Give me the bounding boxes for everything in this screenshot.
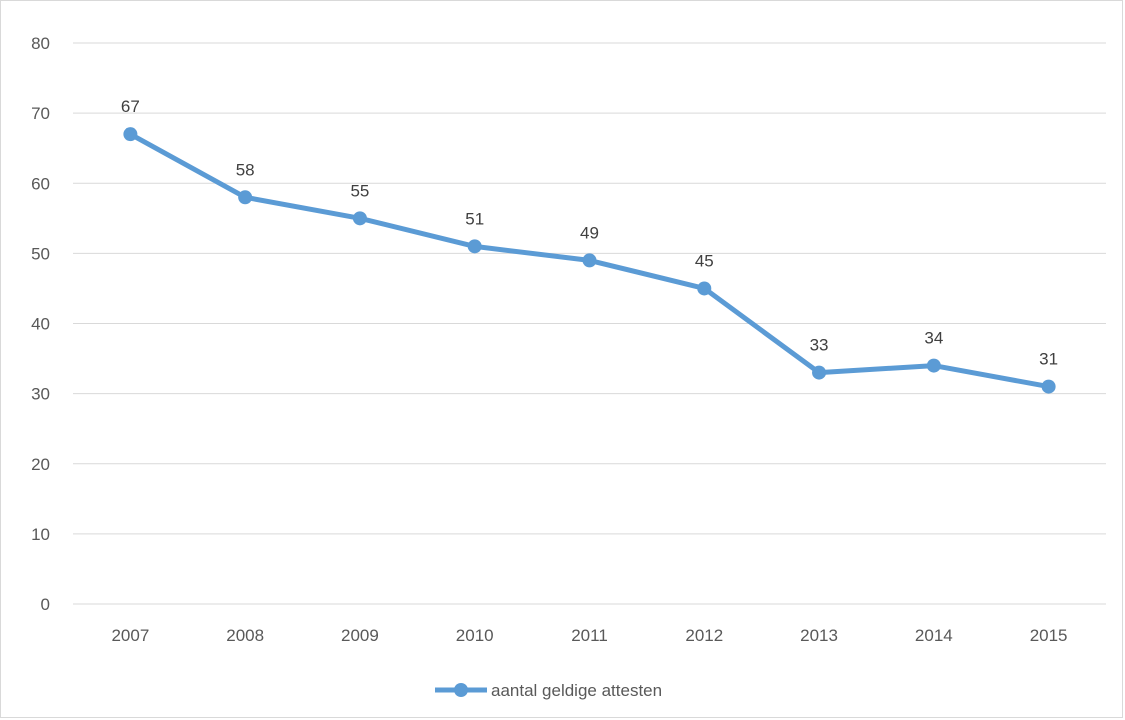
data-label: 51 — [465, 209, 484, 228]
gridlines — [73, 42, 1106, 605]
x-tick-label: 2015 — [1030, 626, 1068, 645]
y-axis-tick-labels: 0 10 20 30 40 50 60 70 80 — [31, 34, 50, 614]
y-tick-label: 20 — [31, 455, 50, 474]
y-tick-label: 0 — [41, 595, 50, 614]
x-tick-label: 2011 — [571, 626, 608, 645]
x-tick-label: 2010 — [456, 626, 494, 645]
data-label: 33 — [810, 336, 829, 355]
data-point — [582, 253, 597, 268]
legend-marker-swatch — [454, 683, 468, 697]
y-tick-label: 40 — [31, 315, 50, 334]
data-label: 45 — [695, 251, 714, 270]
data-point — [467, 239, 482, 254]
data-point — [238, 190, 253, 205]
x-tick-label: 2008 — [226, 626, 264, 645]
data-label: 49 — [580, 223, 599, 242]
data-point — [812, 365, 827, 380]
x-tick-label: 2013 — [800, 626, 838, 645]
data-point — [123, 127, 138, 142]
legend: aantal geldige attesten — [435, 681, 662, 700]
series-group — [123, 127, 1056, 394]
legend-label: aantal geldige attesten — [491, 681, 662, 700]
data-point — [352, 211, 367, 226]
x-axis-tick-labels: 2007 2008 2009 2010 2011 2012 2013 2014 2015 — [111, 626, 1067, 645]
y-tick-label: 50 — [31, 244, 50, 263]
data-point — [926, 358, 941, 373]
data-point — [1041, 379, 1056, 394]
y-tick-label: 30 — [31, 385, 50, 404]
data-label: 55 — [350, 181, 369, 200]
data-label: 67 — [121, 97, 140, 116]
data-label: 31 — [1039, 350, 1058, 369]
data-label: 58 — [236, 160, 255, 179]
data-labels: 67 58 55 51 49 45 33 34 31 — [121, 97, 1058, 368]
x-tick-label: 2014 — [915, 626, 953, 645]
data-label: 34 — [924, 329, 943, 348]
data-point — [697, 281, 712, 296]
x-tick-label: 2009 — [341, 626, 379, 645]
y-tick-label: 10 — [31, 525, 50, 544]
y-tick-label: 80 — [31, 34, 50, 53]
y-tick-label: 70 — [31, 104, 50, 123]
x-tick-label: 2007 — [111, 626, 149, 645]
y-tick-label: 60 — [31, 174, 50, 193]
x-tick-label: 2012 — [685, 626, 723, 645]
